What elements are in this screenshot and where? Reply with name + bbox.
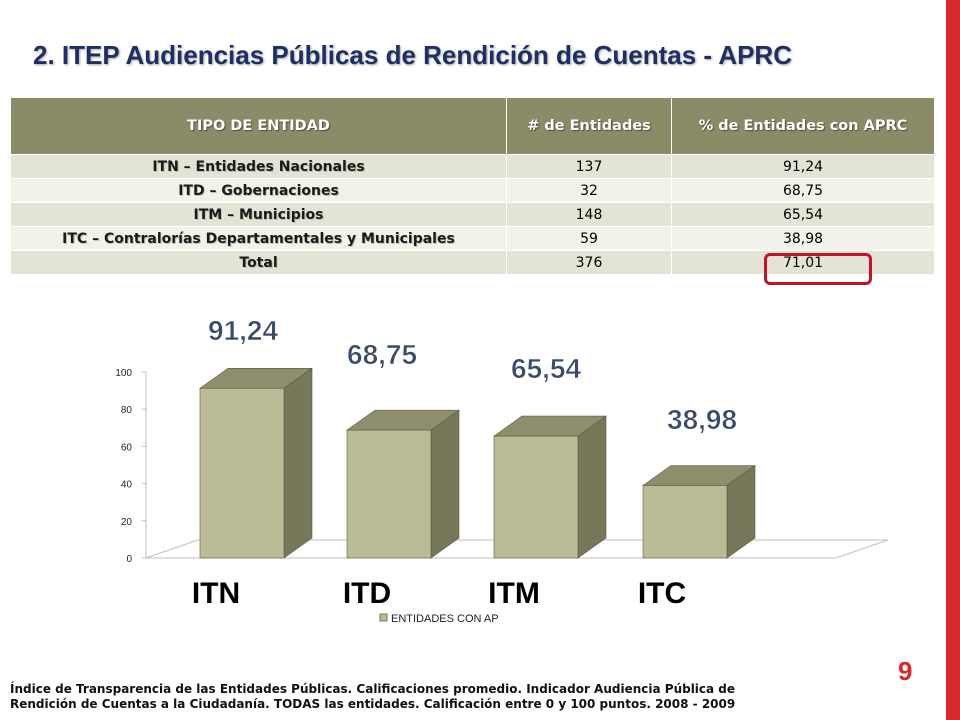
table-row: ITM – Municipios 148 65,54 <box>10 202 935 227</box>
cell-num: 32 <box>506 178 672 203</box>
bar-itn <box>199 367 313 559</box>
cell-num: 59 <box>506 226 672 251</box>
data-label: 68,75 <box>347 339 417 370</box>
data-labels: 91,24 68,75 65,54 38,98 <box>208 315 738 436</box>
cell-num: 137 <box>506 154 672 179</box>
table-row: ITD – Gobernaciones 32 68,75 <box>10 178 935 203</box>
cell-tipo: ITM – Municipios <box>10 202 507 227</box>
category-labels: ITN ITD ITM ITC <box>192 577 686 610</box>
cell-tipo: ITN – Entidades Nacionales <box>10 154 507 179</box>
bar-side-face <box>577 415 607 559</box>
y-tick-label: 0 <box>126 554 132 565</box>
cell-num: 376 <box>506 250 672 275</box>
y-tick-label: 20 <box>121 517 133 528</box>
footnote-line-2: Rendición de Cuentas a la Ciudadanía. TO… <box>10 697 736 711</box>
bar-chart: 0 20 40 60 80 100 91,24 68,75 65,54 38,98 ITN ITD… <box>115 315 889 625</box>
bar-side-face <box>283 367 313 559</box>
header-tipo: TIPO DE ENTIDAD <box>10 97 507 155</box>
table-row-total: Total 376 71,01 <box>10 250 935 275</box>
cell-pct: 71,01 <box>671 250 935 275</box>
y-tick-label: 60 <box>121 442 133 453</box>
bar-side-face <box>430 409 460 559</box>
entities-table: TIPO DE ENTIDAD # de Entidades % de Enti… <box>10 97 935 275</box>
bar-front-face <box>642 485 728 559</box>
y-tick-label: 80 <box>121 405 133 416</box>
legend-label: ENTIDADES CON AP <box>391 613 499 625</box>
category-label: ITN <box>192 577 240 610</box>
cell-num: 148 <box>506 202 672 227</box>
y-tick-label: 100 <box>115 368 132 379</box>
category-label: ITC <box>638 577 686 610</box>
accent-bar <box>946 0 960 720</box>
y-tick-label: 40 <box>121 480 133 491</box>
footnote: Índice de Transparencia de las Entidades… <box>10 682 910 712</box>
bar-front-face <box>199 387 285 559</box>
cell-pct: 65,54 <box>671 202 935 227</box>
data-label: 65,54 <box>511 353 581 384</box>
y-axis-ticks: 0 20 40 60 80 100 <box>115 368 146 565</box>
chart-bars <box>199 367 756 559</box>
data-label: 38,98 <box>667 404 737 435</box>
cell-tipo: ITD – Gobernaciones <box>10 178 507 203</box>
legend: ENTIDADES CON AP <box>379 613 499 625</box>
cell-pct: 38,98 <box>671 226 935 251</box>
category-label: ITM <box>488 577 540 610</box>
footnote-line-1: Índice de Transparencia de las Entidades… <box>10 682 736 696</box>
table-row: ITC – Contralorías Departamentales y Mun… <box>10 226 935 251</box>
header-num: # de Entidades <box>506 97 672 155</box>
category-label: ITD <box>343 577 391 610</box>
bar-front-face <box>493 435 579 559</box>
slide-title: 2. ITEP Audiencias Públicas de Rendición… <box>33 40 792 70</box>
header-pct: % de Entidades con APRC <box>671 97 935 155</box>
cell-tipo: ITC – Contralorías Departamentales y Mun… <box>10 226 507 251</box>
bar-itm <box>493 415 607 559</box>
cell-pct: 68,75 <box>671 178 935 203</box>
bar-itd <box>346 409 460 559</box>
cell-pct: 91,24 <box>671 154 935 179</box>
cell-tipo: Total <box>10 250 507 275</box>
bar-itc <box>642 464 756 559</box>
legend-swatch <box>379 613 388 622</box>
bar-front-face <box>346 429 432 559</box>
page-number: 9 <box>898 656 913 686</box>
table-header-row: TIPO DE ENTIDAD # de Entidades % de Enti… <box>10 97 935 155</box>
data-label: 91,24 <box>208 315 278 346</box>
total-highlight-box <box>764 253 872 285</box>
table-row: ITN – Entidades Nacionales 137 91,24 <box>10 154 935 179</box>
